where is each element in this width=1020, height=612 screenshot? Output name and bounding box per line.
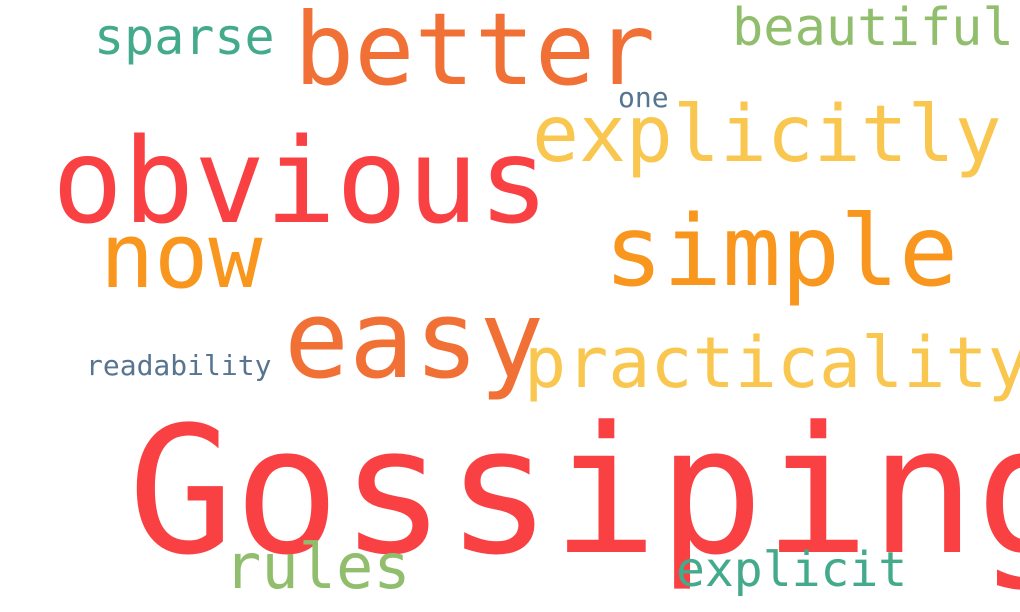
word-rules: rules: [224, 530, 411, 603]
word-simple: simple: [604, 195, 959, 309]
word-readability: readability: [86, 349, 272, 382]
word-sparse: sparse: [94, 8, 275, 66]
word-gossiping: Gossiping: [128, 389, 1020, 594]
word-one: one: [618, 81, 669, 114]
word-explicitly: explicitly: [532, 90, 1002, 180]
word-obvious: obvious: [52, 112, 550, 250]
word-explicit: explicit: [676, 542, 908, 598]
word-now: now: [100, 204, 263, 309]
word-beautiful: beautiful: [732, 0, 1014, 58]
word-practicality: practicality: [524, 322, 1020, 404]
word-easy: easy: [284, 278, 545, 403]
word-better: better: [294, 0, 656, 108]
